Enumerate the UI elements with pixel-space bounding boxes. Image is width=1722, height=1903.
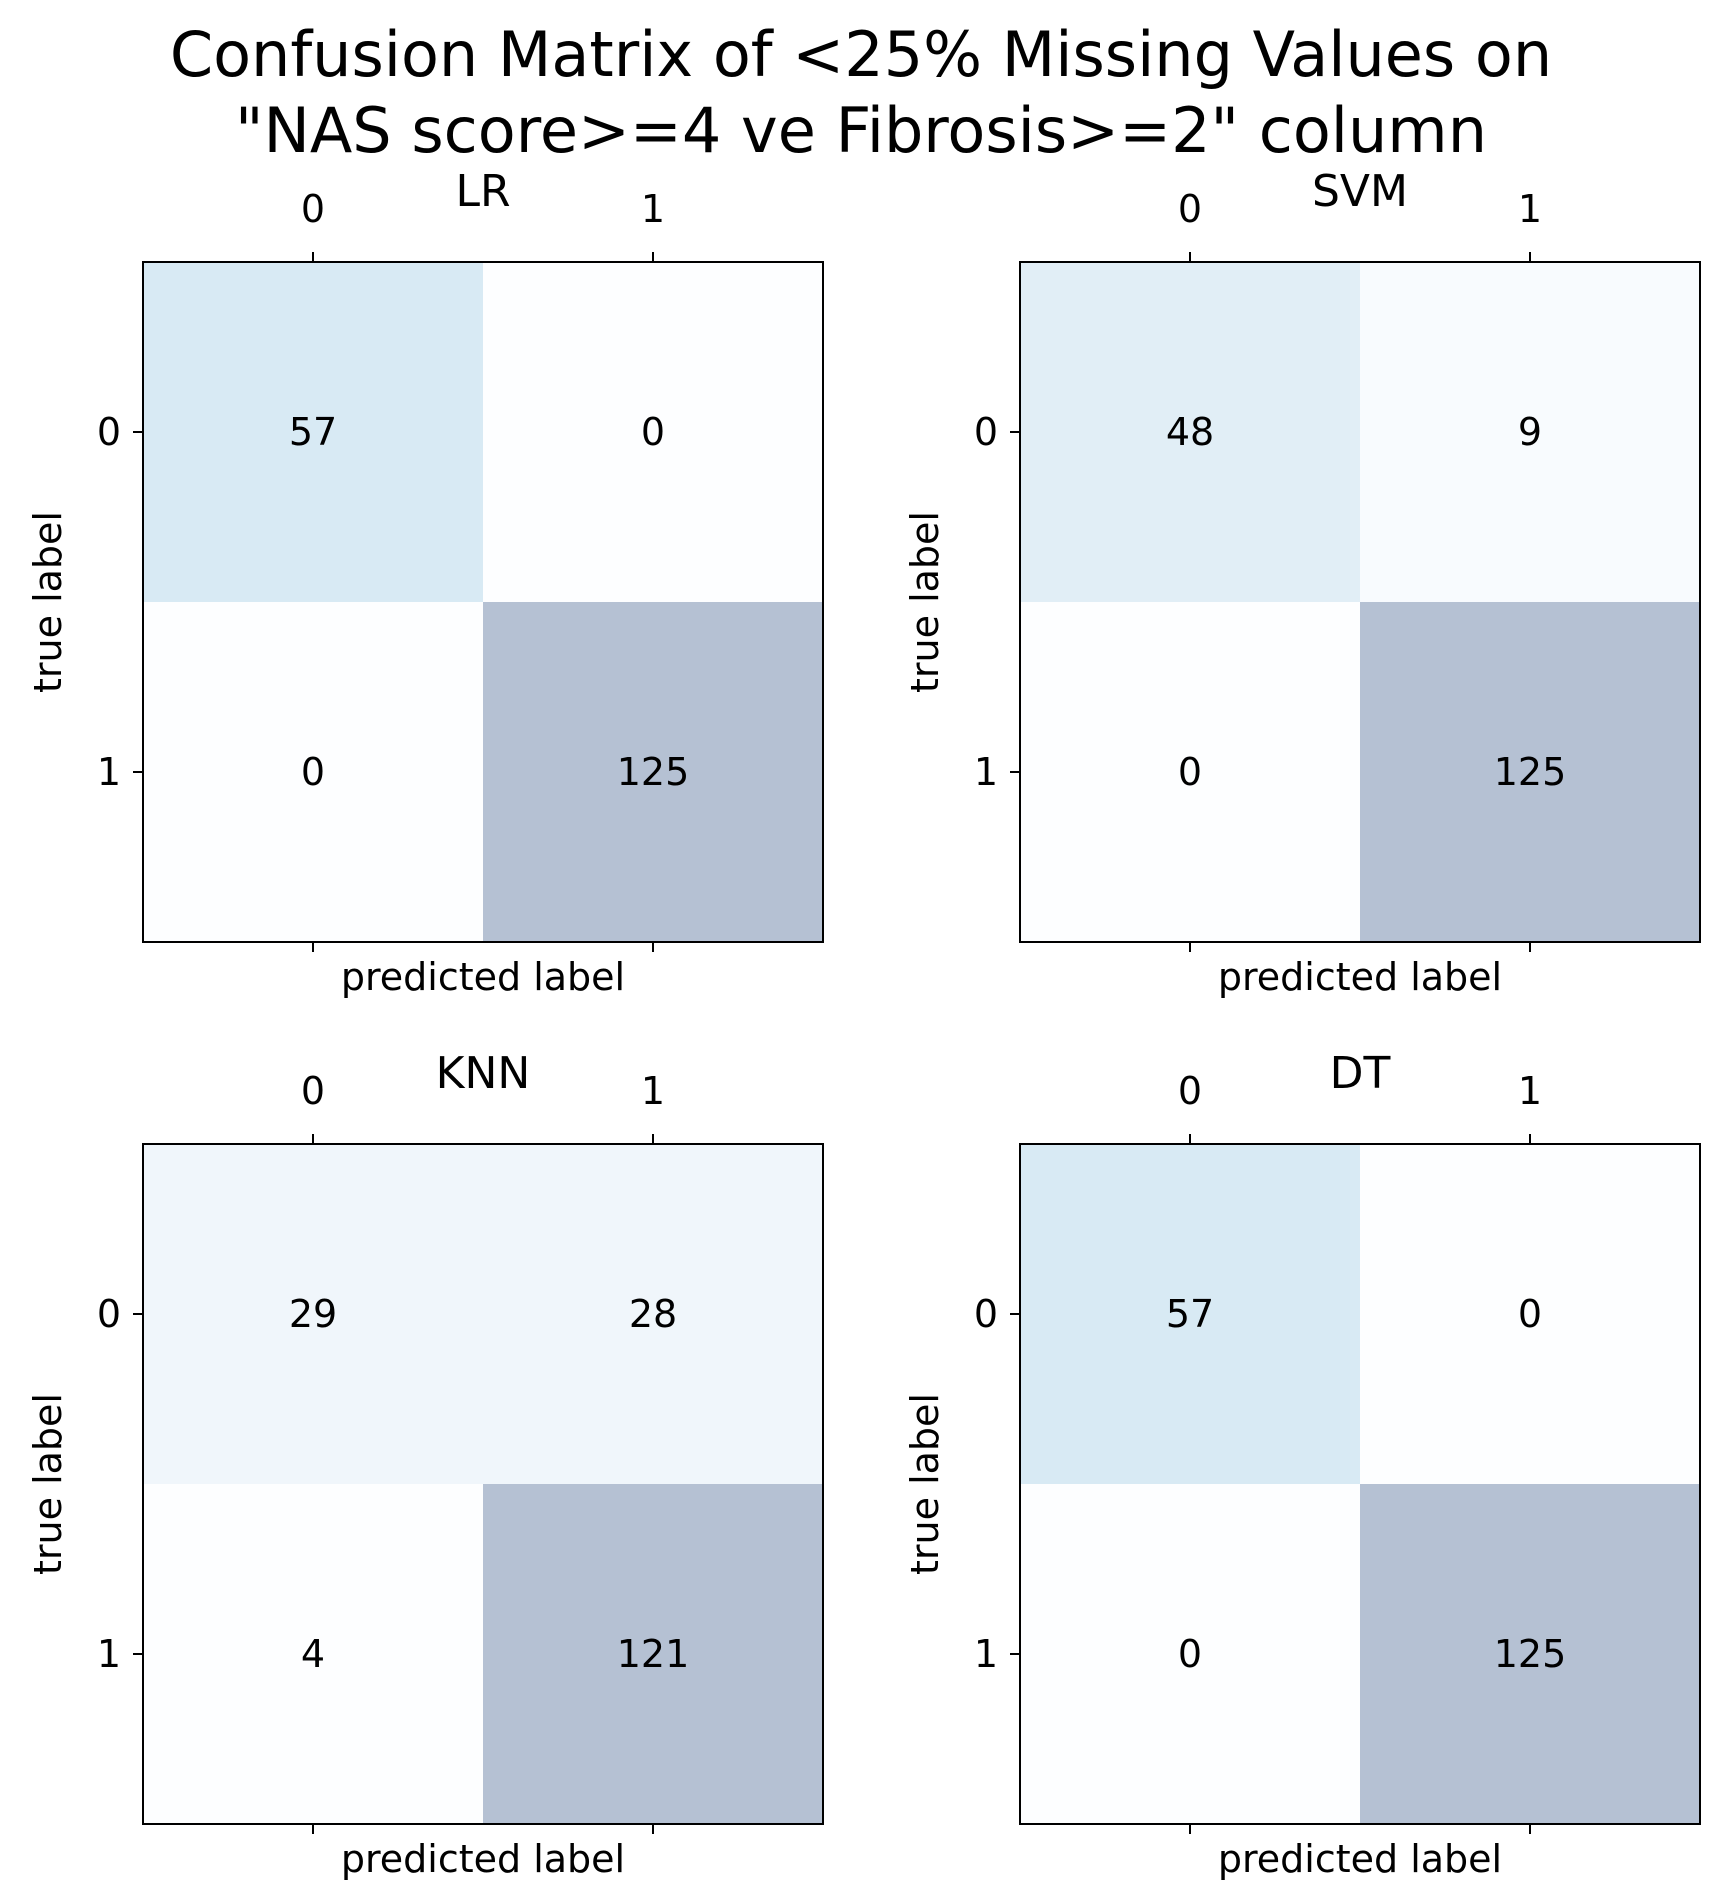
cell-value-label: 0 bbox=[1178, 1632, 1202, 1676]
figure-title-line-2: "NAS score>=4 ve Fibrosis>=2" column bbox=[235, 94, 1487, 167]
panel-title: SVM bbox=[1312, 166, 1408, 217]
x-tick-label: 1 bbox=[641, 1069, 665, 1113]
y-tick-label: 0 bbox=[974, 410, 998, 454]
axes-frame bbox=[142, 261, 824, 943]
confusion-matrix-panel: 48 9 0 125 SVM 0 1 0 1 predicted label true label bbox=[903, 166, 1701, 999]
y-tick-label: 1 bbox=[97, 750, 121, 794]
cell-value-label: 121 bbox=[617, 1632, 690, 1676]
matrix-cell bbox=[143, 1484, 483, 1824]
matrix-cell bbox=[1360, 602, 1700, 942]
x-axis-label: predicted label bbox=[1218, 1837, 1502, 1881]
cell-value-label: 57 bbox=[1166, 1292, 1214, 1336]
y-tick-label: 1 bbox=[97, 1632, 121, 1676]
confusion-matrix-panel: 29 28 4 121 KNN 0 1 0 1 predicted label true label bbox=[26, 1048, 824, 1881]
x-axis-label: predicted label bbox=[341, 1837, 625, 1881]
y-axis-label: true label bbox=[26, 1393, 70, 1575]
matrix-cell bbox=[483, 1484, 823, 1824]
y-axis-label: true label bbox=[26, 511, 70, 693]
matrix-cell bbox=[1020, 1144, 1360, 1484]
x-tick-label: 0 bbox=[1178, 187, 1202, 231]
panel-title: KNN bbox=[436, 1048, 531, 1099]
matrix-cell bbox=[483, 1144, 823, 1484]
matrix-cell bbox=[143, 602, 483, 942]
y-tick-label: 1 bbox=[974, 1632, 998, 1676]
axes-frame bbox=[1019, 261, 1701, 943]
y-tick-label: 1 bbox=[974, 750, 998, 794]
matrix-cell bbox=[483, 262, 823, 602]
x-tick-label: 0 bbox=[1178, 1069, 1202, 1113]
x-tick-label: 1 bbox=[1518, 187, 1542, 231]
cell-value-label: 0 bbox=[301, 750, 325, 794]
matrix-cell bbox=[1360, 262, 1700, 602]
matrix-cell bbox=[483, 602, 823, 942]
matrix-cell bbox=[1360, 1144, 1700, 1484]
axes-frame bbox=[1019, 1143, 1701, 1825]
cell-value-label: 28 bbox=[629, 1292, 677, 1336]
cell-value-label: 48 bbox=[1166, 410, 1214, 454]
x-tick-label: 1 bbox=[641, 187, 665, 231]
y-tick-label: 0 bbox=[97, 1292, 121, 1336]
matrix-cell bbox=[143, 262, 483, 602]
panel-title: LR bbox=[455, 166, 510, 217]
y-tick-label: 0 bbox=[974, 1292, 998, 1336]
y-tick-label: 0 bbox=[97, 410, 121, 454]
x-tick-label: 1 bbox=[1518, 1069, 1542, 1113]
x-tick-label: 0 bbox=[301, 1069, 325, 1113]
x-tick-label: 0 bbox=[301, 187, 325, 231]
cell-value-label: 0 bbox=[1518, 1292, 1542, 1336]
figure-title-line-1: Confusion Matrix of <25% Missing Values … bbox=[170, 18, 1552, 91]
cell-value-label: 125 bbox=[617, 750, 690, 794]
cell-value-label: 4 bbox=[301, 1632, 325, 1676]
axes-frame bbox=[142, 1143, 824, 1825]
cell-value-label: 0 bbox=[641, 410, 665, 454]
matrix-cell bbox=[1360, 1484, 1700, 1824]
matrix-cell bbox=[1020, 602, 1360, 942]
x-axis-label: predicted label bbox=[1218, 955, 1502, 999]
cell-value-label: 0 bbox=[1178, 750, 1202, 794]
matrix-cell bbox=[1020, 1484, 1360, 1824]
matrix-cell bbox=[143, 1144, 483, 1484]
confusion-matrix-panel: 57 0 0 125 DT 0 1 0 1 predicted label true label bbox=[903, 1048, 1701, 1881]
cell-value-label: 57 bbox=[289, 410, 337, 454]
y-axis-label: true label bbox=[903, 1393, 947, 1575]
cell-value-label: 125 bbox=[1494, 750, 1567, 794]
x-axis-label: predicted label bbox=[341, 955, 625, 999]
y-axis-label: true label bbox=[903, 511, 947, 693]
panel-title: DT bbox=[1330, 1048, 1391, 1099]
cell-value-label: 9 bbox=[1518, 410, 1542, 454]
cell-value-label: 29 bbox=[289, 1292, 337, 1336]
matrix-cell bbox=[1020, 262, 1360, 602]
cell-value-label: 125 bbox=[1494, 1632, 1567, 1676]
confusion-matrix-panel: 57 0 0 125 LR 0 1 0 1 predicted label true label bbox=[26, 166, 824, 999]
